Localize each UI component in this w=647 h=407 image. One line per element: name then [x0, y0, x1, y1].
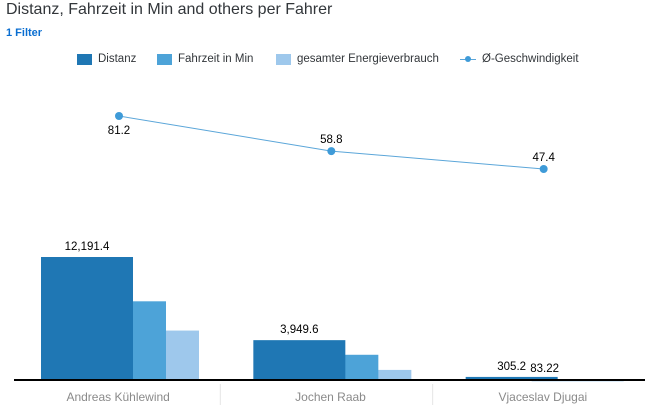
bar-label-s0-c2: 305.2 [497, 361, 526, 373]
category-label-1: Jochen Raab [295, 390, 366, 404]
legend-label-energie: gesamter Energieverbrauch [297, 53, 439, 65]
legend-label-geschwindigkeit: Ø-Geschwindigkeit [482, 53, 579, 65]
legend-item-energie[interactable]: gesamter Energieverbrauch [276, 53, 439, 65]
line-point-0 [115, 112, 123, 120]
bar-s0-c2 [465, 376, 558, 380]
bar-label-s0-c0: 12,191.4 [65, 241, 110, 253]
bar-label-s0-c1: 3,949.6 [280, 324, 318, 336]
chart-title: Distanz, Fahrzeit in Min and others per … [6, 1, 333, 18]
bar-label-s1-c2: 83.22 [530, 363, 559, 375]
line-point-2 [539, 165, 548, 173]
line-point-1 [327, 147, 336, 156]
filter-link[interactable]: 1 Filter [6, 27, 43, 39]
legend-item-fahrzeit[interactable]: Fahrzeit in Min [157, 53, 253, 65]
bar-s0-c0 [41, 257, 133, 380]
legend-label-distanz: Distanz [98, 53, 137, 65]
legend-swatch-fahrzeit [157, 53, 172, 65]
legend-swatch-energie [276, 53, 291, 65]
line-label-2: 47.4 [532, 152, 555, 164]
legend-swatch-distanz [77, 53, 92, 65]
legend-item-distanz[interactable]: Distanz [77, 53, 136, 65]
legend-item-geschwindigkeit[interactable]: Ø-Geschwindigkeit [460, 53, 579, 65]
category-label-0: Andreas Kühlewind [66, 390, 169, 404]
legend: Distanz Fahrzeit in Min gesamter Energie… [0, 53, 647, 73]
line-label-1: 58.8 [320, 134, 342, 146]
bar-s0-c1 [253, 340, 346, 380]
category-label-2: Vjaceslav Djugai [498, 390, 587, 404]
legend-label-fahrzeit: Fahrzeit in Min [178, 53, 254, 65]
legend-swatch-geschwindigkeit [460, 54, 476, 65]
line-label-0: 81.2 [108, 125, 130, 137]
